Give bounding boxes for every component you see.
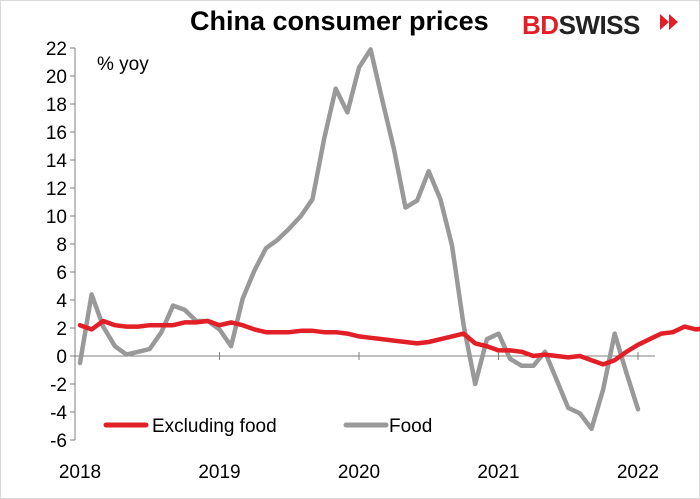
brand-logo-part1: BD <box>522 10 559 40</box>
x-tick-label: 2020 <box>338 462 380 483</box>
chart-title: China consumer prices <box>190 6 489 36</box>
y-tick-label: -6 <box>50 431 67 452</box>
series-line-excluding-food <box>77 318 700 367</box>
y-tick-label: 10 <box>46 207 67 228</box>
y-tick-label: 12 <box>46 179 67 200</box>
legend-label: Excluding food <box>152 416 277 437</box>
y-tick-label: 8 <box>56 235 67 256</box>
x-tick-label: 2021 <box>477 462 519 483</box>
brand-logo: BDSWISS <box>522 10 640 41</box>
y-tick-label: 16 <box>46 123 67 144</box>
y-tick-label: 22 <box>46 39 67 60</box>
y-tick-label: 14 <box>46 151 68 172</box>
y-tick-label: 20 <box>46 67 67 88</box>
brand-arrows-icon <box>660 14 678 30</box>
legend: Excluding food Food <box>103 416 432 437</box>
y-axis-label: % yoy <box>97 54 149 75</box>
x-tick-label: 2019 <box>198 462 240 483</box>
y-tick-label: -2 <box>50 375 67 396</box>
y-tick-label: 4 <box>56 291 67 312</box>
brand-logo-part2: SWISS <box>558 10 641 40</box>
y-tick-label: 6 <box>56 263 67 284</box>
series-line-food <box>77 47 641 432</box>
y-tick-label: 0 <box>56 347 67 368</box>
legend-label: Food <box>389 416 432 437</box>
y-tick-label: -4 <box>50 403 67 424</box>
series-lines <box>77 47 700 432</box>
chart-axes <box>74 48 655 440</box>
y-tick-label: 18 <box>46 95 67 116</box>
y-tick-label: 2 <box>56 319 67 340</box>
y-ticks: -6 -4 -2 0 2 4 6 8 10 12 14 16 18 20 22 <box>46 39 75 452</box>
x-tick-label: 2022 <box>617 462 659 483</box>
x-ticks: 2018 2019 2020 2021 2022 <box>59 352 659 483</box>
x-tick-label: 2018 <box>59 462 101 483</box>
